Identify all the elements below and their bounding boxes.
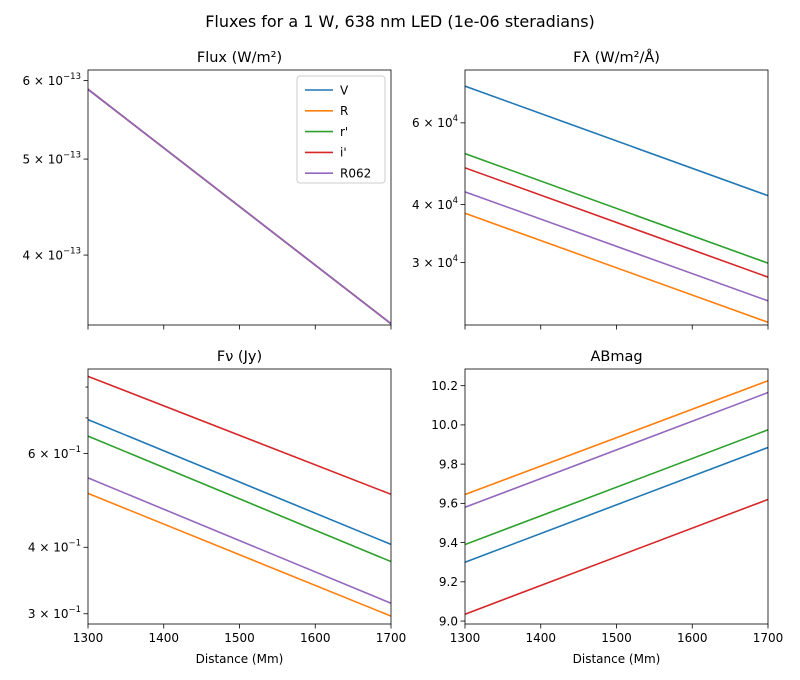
y-tick-mantissa: 6 [22, 74, 30, 88]
x-axis-label: Distance (Mm) [196, 652, 284, 666]
series-line-i-prime [88, 375, 391, 496]
series-line-r-prime [88, 435, 391, 563]
y-tick-times-ten: × 10 [30, 248, 63, 262]
x-tick-label: 1400 [148, 631, 179, 645]
y-tick-label: 4 × 10−1 [28, 539, 81, 555]
y-tick-exponent: −13 [63, 246, 81, 256]
series-lines [88, 375, 391, 617]
y-tick-exponent: −1 [68, 605, 81, 615]
x-tick-label: 1500 [224, 631, 255, 645]
x-tick-label: 1300 [450, 631, 481, 645]
y-tick-exponent: −13 [63, 150, 81, 160]
y-tick-times-ten: × 10 [420, 198, 453, 212]
series-line-i-prime [465, 167, 768, 278]
series-line-r062 [88, 477, 391, 604]
y-tick-times-ten: × 10 [36, 447, 69, 461]
x-tick-label: 1300 [73, 631, 104, 645]
x-tick-label: 1700 [753, 631, 784, 645]
y-tick-exponent: −1 [68, 445, 81, 455]
series-line-r-prime [465, 429, 768, 546]
y-tick-label: 9.4 [439, 536, 458, 550]
legend-label-r-prime: r' [340, 125, 348, 139]
y-tick-label: 6 × 104 [412, 114, 458, 130]
y-tick-label: 4 × 104 [412, 196, 458, 212]
series-lines [88, 88, 391, 325]
x-tick-label: 1600 [677, 631, 708, 645]
y-tick-mantissa: 4 [22, 248, 30, 262]
series-line-r062 [88, 88, 391, 325]
legend-label-v: V [340, 83, 349, 97]
legend: VRr' i' R062 [296, 75, 386, 184]
x-tick-label: 1500 [601, 631, 632, 645]
y-tick-label: 10.2 [431, 379, 458, 393]
y-tick-label: 3 × 10−1 [28, 605, 81, 621]
y-tick-label: 9.0 [439, 614, 458, 628]
series-lines [465, 85, 768, 324]
y-tick-exponent: −1 [68, 539, 81, 549]
legend-box [296, 75, 386, 184]
y-tick-label: 9.6 [439, 497, 458, 511]
y-tick-label: 5 × 10−13 [22, 150, 81, 166]
axis-frame [464, 368, 769, 625]
y-tick-mantissa: 4 [28, 541, 36, 555]
series-lines [465, 380, 768, 615]
y-tick-times-ten: × 10 [36, 607, 69, 621]
series-line-r [88, 492, 391, 617]
legend-label-r: R [340, 104, 348, 118]
x-tick-label: 1700 [376, 631, 407, 645]
legend-label-r062: R062 [340, 167, 371, 181]
y-tick-mantissa: 5 [22, 152, 30, 166]
series-line-r [465, 380, 768, 496]
series-line-v [465, 85, 768, 197]
y-tick-mantissa: 3 [28, 607, 36, 621]
y-tick-times-ten: × 10 [36, 541, 69, 555]
figure-suptitle: Fluxes for a 1 W, 638 nm LED (1e-06 ster… [205, 12, 595, 31]
y-tick-label: 10.0 [431, 418, 458, 432]
axis-title: Fλ (W/m²/Å) [573, 49, 660, 66]
y-tick-exponent: 4 [453, 114, 458, 124]
y-tick-label: 6 × 10−1 [28, 445, 81, 461]
axis-title: ABmag [590, 349, 642, 365]
y-tick-times-ten: × 10 [30, 74, 63, 88]
y-tick-times-ten: × 10 [420, 116, 453, 130]
y-tick-label: 4 × 10−13 [22, 246, 81, 262]
panel-fnu: Fν (Jy) 1300 1400 1500 1600 1700 Distance (Mm)… [28, 349, 406, 666]
y-tick-exponent: −13 [63, 72, 81, 82]
legend-label-i-prime: i' [340, 146, 347, 160]
series-line-i-prime [465, 498, 768, 615]
x-tick-label: 1600 [300, 631, 331, 645]
y-tick-times-ten: × 10 [30, 152, 63, 166]
y-tick-mantissa: 3 [412, 256, 420, 270]
y-tick-mantissa: 6 [28, 447, 36, 461]
y-tick-label: 9.2 [439, 575, 458, 589]
series-line-v [465, 446, 768, 563]
y-tick-times-ten: × 10 [420, 256, 453, 270]
y-tick-mantissa: 4 [412, 198, 420, 212]
series-line-v [88, 418, 391, 546]
series-line-r [465, 212, 768, 324]
series-line-r062 [465, 191, 768, 302]
panel-abmag: ABmag 1300 1400 1500 1600 1700 Distance (Mm) 9.… [431, 349, 783, 666]
x-axis-label: Distance (Mm) [573, 652, 661, 666]
axis-frame [464, 69, 769, 326]
y-tick-label: 9.8 [439, 457, 458, 471]
y-tick-label: 3 × 104 [412, 254, 458, 270]
y-tick-mantissa: 6 [412, 116, 420, 130]
axis-title: Flux (W/m²) [197, 50, 282, 66]
series-line-r-prime [465, 152, 768, 264]
y-tick-exponent: 4 [453, 254, 458, 264]
panel-flux: Flux (W/m²)6 × 10−135 × 10−134 × 10−13VR… [22, 50, 392, 330]
axis-title: Fν (Jy) [217, 349, 262, 365]
series-line-r062 [465, 391, 768, 509]
y-tick-exponent: 4 [453, 196, 458, 206]
x-tick-label: 1400 [525, 631, 556, 645]
y-tick-label: 6 × 10−13 [22, 72, 81, 88]
